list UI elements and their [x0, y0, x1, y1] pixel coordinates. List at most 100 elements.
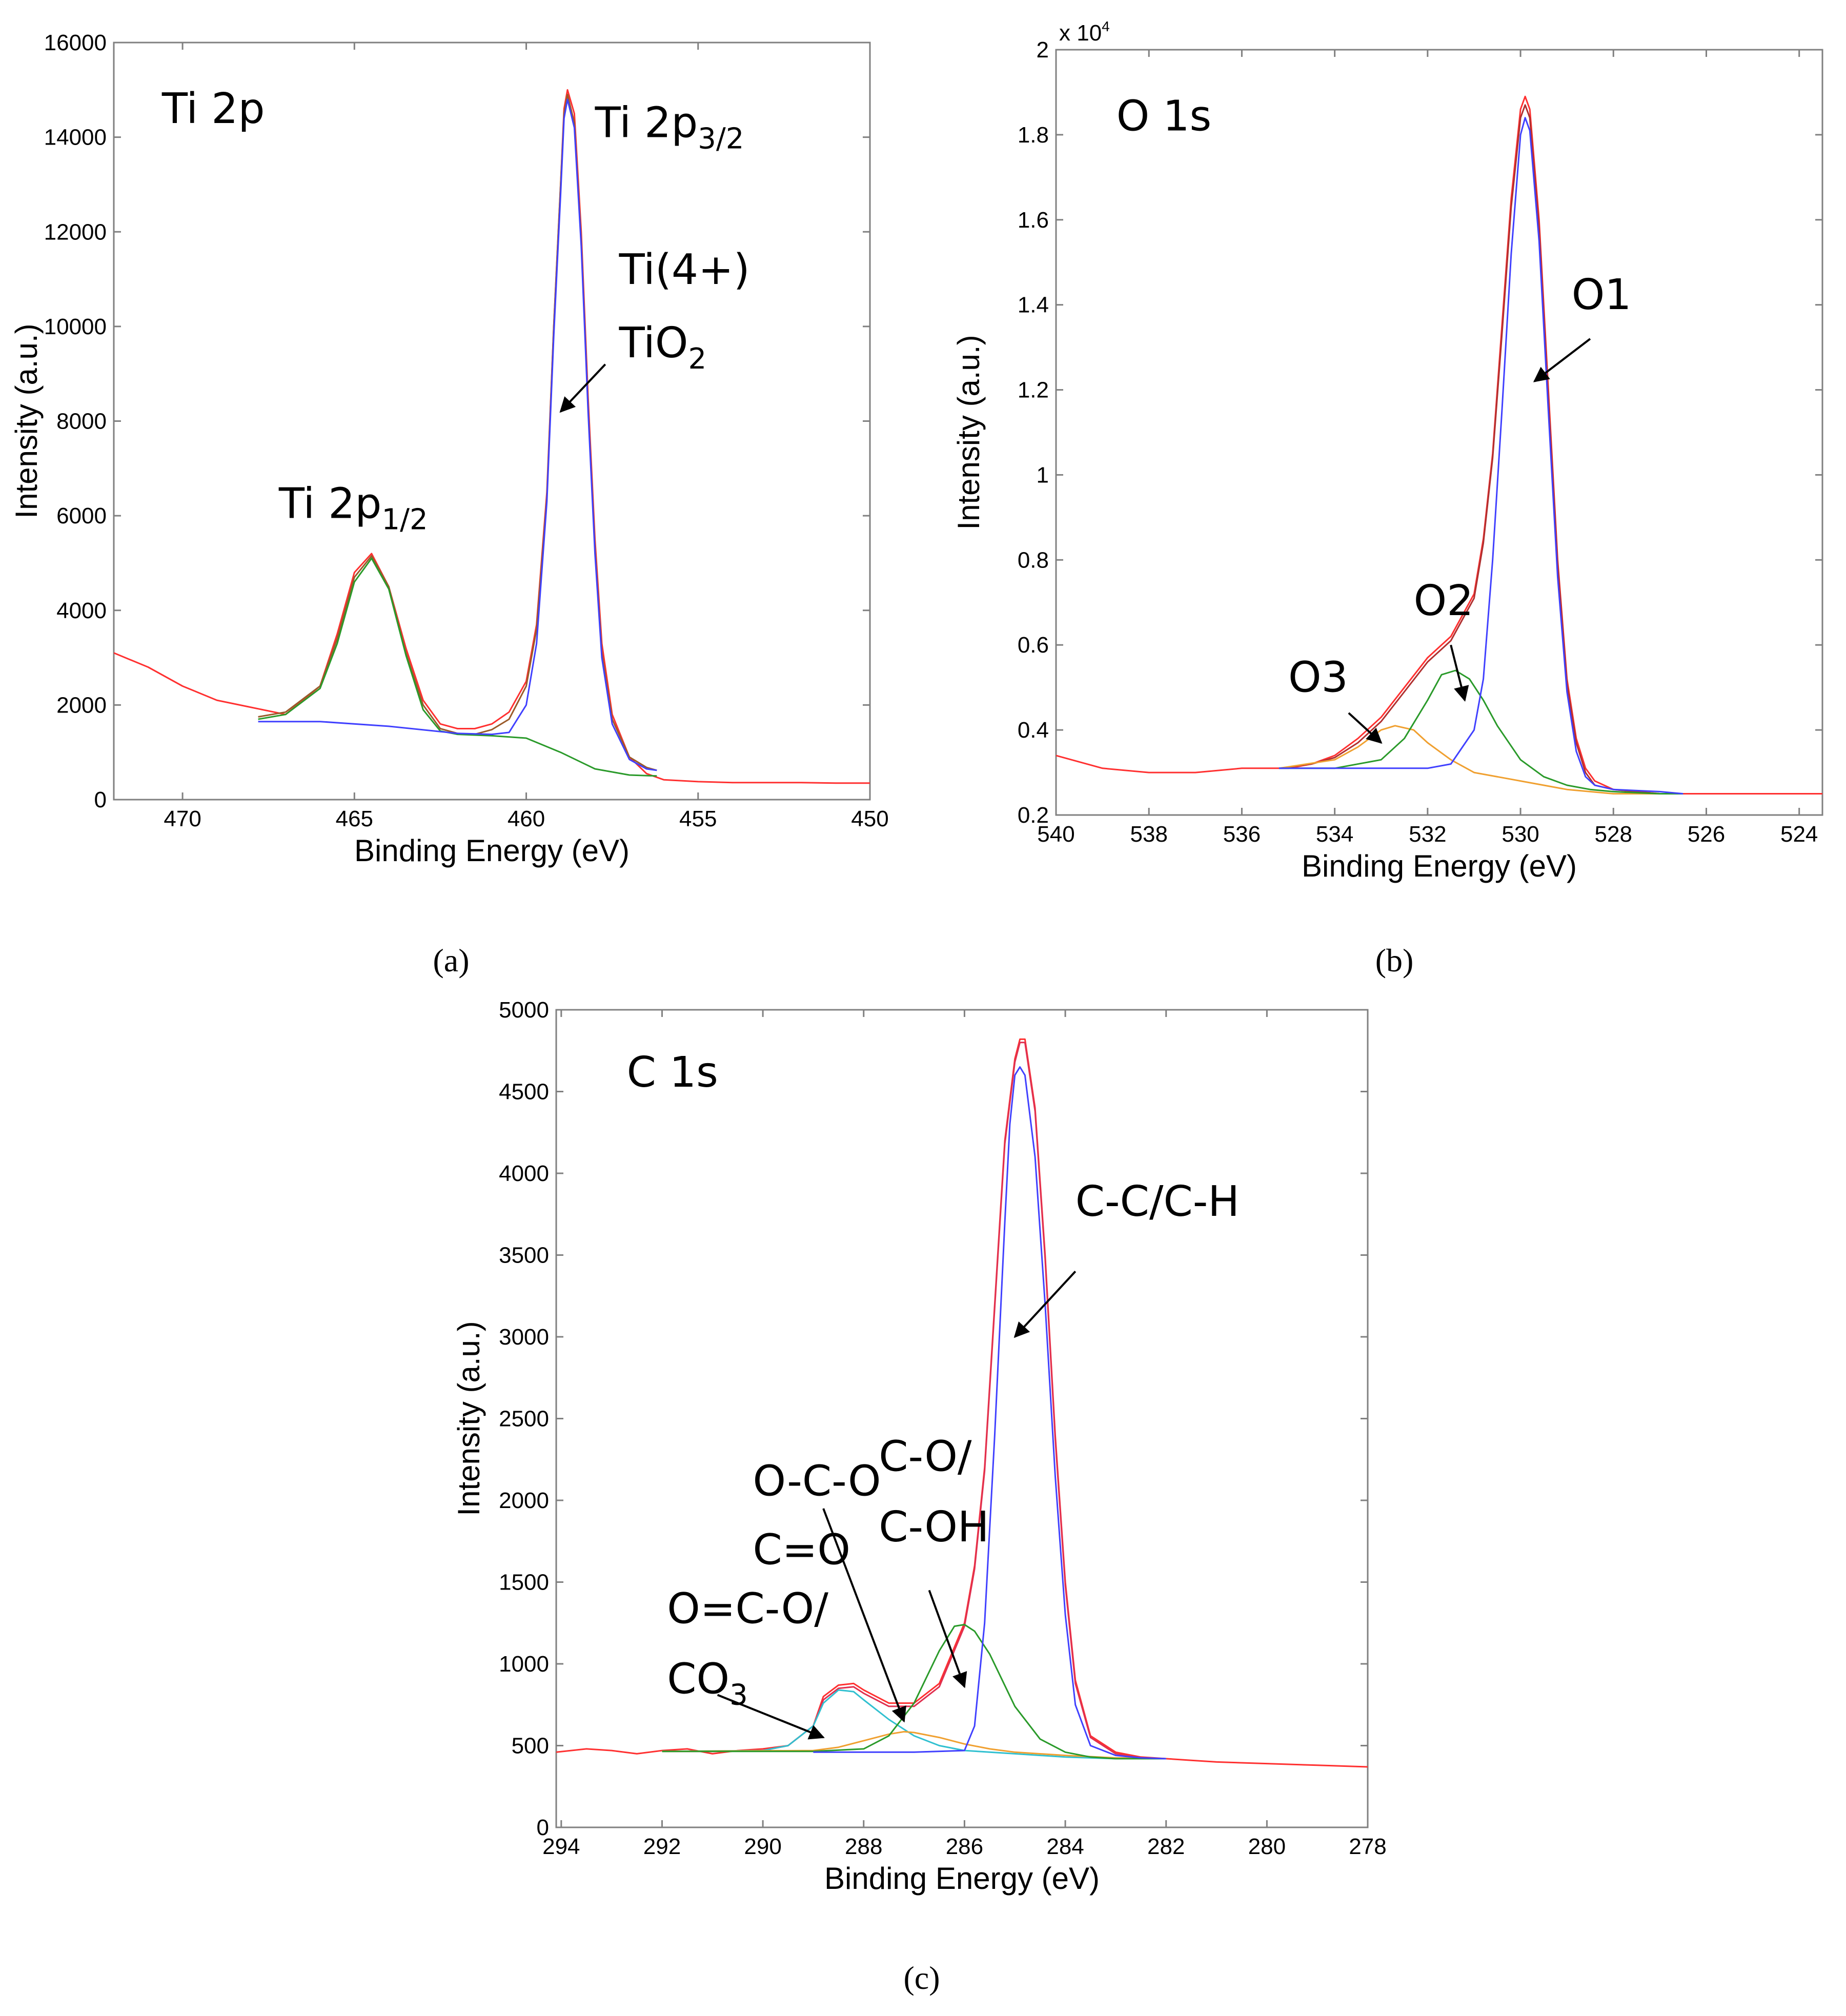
x-tick-label: 534: [1316, 822, 1353, 847]
annotation-subscript: 2: [688, 342, 706, 376]
plot-frame: [113, 42, 871, 801]
annotation-c-1s: C 1s: [627, 1048, 718, 1097]
annotation-ti-2p3-2: Ti 2p3/2: [595, 99, 744, 156]
y-tick-label: 0.6: [1018, 633, 1049, 658]
x-tick-label: 540: [1037, 822, 1074, 847]
y-tick-label: 0.2: [1018, 803, 1049, 828]
series-line-fit-envelope: [1279, 104, 1683, 795]
y-tick-label: 1000: [499, 1652, 549, 1677]
series-line-fit-envelope: [662, 1042, 1166, 1760]
series-line-c-o-c-oh-component: [662, 1623, 1166, 1760]
y-tick-label: 2500: [499, 1407, 549, 1432]
annotation-o1: O1: [1572, 271, 1632, 319]
series-line-tio2-component: [258, 98, 657, 771]
x-tick-label: 284: [1046, 1834, 1084, 1859]
x-tick-label: 280: [1248, 1834, 1286, 1859]
series-line-ti-2p1-2-component: [258, 557, 657, 777]
y-tick-label: 2000: [499, 1488, 549, 1513]
x-tick-label: 290: [744, 1834, 781, 1859]
series-line-o-c-o-co3-component: [662, 1689, 1166, 1760]
series-line-fit-envelope: [258, 94, 657, 771]
x-tick-label: 286: [946, 1834, 983, 1859]
y-tick-label: 0: [537, 1815, 549, 1840]
y-tick-label: 4000: [56, 598, 107, 623]
annotation-ti-2p1-2: Ti 2p1/2: [278, 480, 428, 537]
series-line-c-c-c-h-component: [813, 1066, 1166, 1760]
x-tick-label: 528: [1595, 822, 1632, 847]
y-tick-label: 16000: [44, 30, 107, 55]
annotation-c-o: C-O/: [879, 1433, 972, 1481]
y-tick-label: 1.4: [1018, 293, 1049, 318]
y-axis-label: Intensity (a.u.): [452, 1321, 486, 1516]
annotation-o-c-o: O=C-O/: [667, 1584, 828, 1633]
series-line-o3-component: [1279, 725, 1683, 795]
panel-label-a: (a): [433, 942, 469, 979]
y-tick-label: 3000: [499, 1325, 549, 1350]
series-line-o1-component: [1279, 117, 1683, 795]
series-group: [1056, 95, 1822, 795]
y-tick-label: 4000: [499, 1161, 549, 1186]
x-tick-label: 455: [679, 806, 717, 831]
y-tick-label: 3500: [499, 1243, 549, 1268]
series-line-o2-component: [1279, 669, 1683, 795]
annotation-ti-2p: Ti 2p: [161, 85, 265, 133]
annotation-o-1s: O 1s: [1117, 92, 1212, 141]
annotation-arrow: [1533, 338, 1591, 382]
x-tick-label: 292: [643, 1834, 681, 1859]
x-tick-label: 532: [1409, 822, 1446, 847]
annotation-subscript: 1/2: [381, 503, 428, 537]
y-axis-label: Intensity (a.u.): [951, 335, 986, 530]
y-tick-label: 6000: [56, 503, 107, 528]
x-tick-label: 450: [851, 806, 888, 831]
series-line-o-c-o-c-o-component: [662, 1730, 1166, 1760]
x-tick-label: 460: [508, 806, 545, 831]
annotation-o2: O2: [1414, 577, 1474, 625]
panel-b: 0.2 0.4 0.6 0.8 1 1.2 1.4 1.6 1.8 2 540 538 536 534 53…: [951, 18, 1823, 883]
x-tick-label: 294: [542, 1834, 580, 1859]
y-tick-label: 0.4: [1018, 718, 1049, 743]
series-group: [556, 1038, 1368, 1768]
y-tick-label: 1.2: [1018, 378, 1049, 403]
y-tick-label: 2: [1037, 37, 1049, 63]
x-tick-label: 536: [1223, 822, 1261, 847]
x-tick-label: 288: [845, 1834, 882, 1859]
panel-c: 0 500 1000 1500 2000 2500 3000 3500 4000 4500 5000…: [452, 997, 1387, 1896]
y-tick-label: 4500: [499, 1080, 549, 1105]
annotation-arrow: [559, 363, 606, 413]
y-axis-label: Intensity (a.u.): [9, 323, 44, 518]
y-tick-label: 8000: [56, 409, 107, 434]
x-tick-label: 524: [1780, 822, 1818, 847]
annotation-c-c-c-h: C-C/C-H: [1076, 1177, 1240, 1226]
y-tick-label: 12000: [44, 219, 107, 245]
annotation-ti-4: Ti(4+): [619, 246, 750, 294]
y-tick-label: 2000: [56, 693, 107, 718]
y-tick-label: 14000: [44, 125, 107, 150]
x-tick-label: 530: [1502, 822, 1539, 847]
annotation-arrow: [1450, 644, 1469, 702]
x-tick-label: 465: [336, 806, 373, 831]
annotation-subscript: 3/2: [698, 123, 744, 156]
x-axis-label: Binding Energy (eV): [1302, 849, 1577, 883]
annotation-tio2: TiO2: [619, 319, 707, 376]
y-multiplier-exponent: 4: [1102, 18, 1110, 34]
panel-label-b: (b): [1375, 942, 1414, 979]
x-tick-label: 470: [164, 806, 201, 831]
annotation-arrow: [822, 1508, 906, 1723]
y-tick-label: 10000: [44, 314, 107, 339]
y-tick-label: 500: [512, 1734, 549, 1759]
x-tick-label: 526: [1688, 822, 1725, 847]
panel-label-c: (c): [903, 1960, 940, 1996]
y-multiplier: x 104: [1059, 18, 1110, 46]
annotation-arrow: [717, 1694, 825, 1740]
series-group: [114, 89, 870, 784]
panel-a: 0 2000 4000 6000 8000 10000 12000 14000 16000 470…: [9, 30, 889, 868]
plot-frame: [1055, 49, 1823, 816]
annotation-o3: O3: [1288, 653, 1348, 702]
x-tick-label: 282: [1147, 1834, 1185, 1859]
annotation-arrow: [1013, 1271, 1077, 1338]
series-line-experimental: [114, 89, 870, 784]
y-tick-label: 1500: [499, 1570, 549, 1595]
y-tick-label: 0: [94, 787, 107, 812]
y-tick-label: 1: [1037, 462, 1049, 487]
